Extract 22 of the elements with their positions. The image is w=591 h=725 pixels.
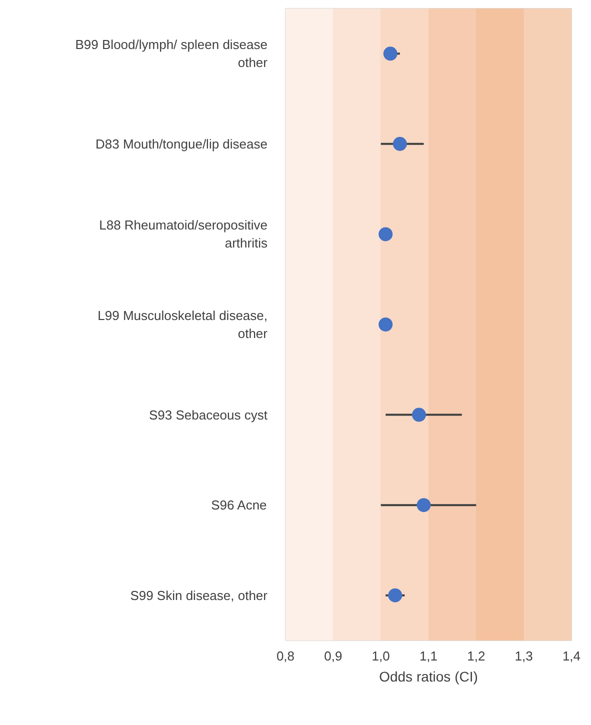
y-tick-label: B99 Blood/lymph/ spleen disease other bbox=[75, 37, 268, 70]
y-tick-label: S99 Skin disease, other bbox=[130, 588, 268, 603]
x-tick-label: 1,1 bbox=[419, 648, 438, 664]
x-tick-label: 1,3 bbox=[514, 648, 533, 664]
point bbox=[388, 588, 402, 602]
x-axis-title: Odds ratios (CI) bbox=[379, 668, 478, 684]
x-tick-label: 1,2 bbox=[467, 648, 486, 664]
point bbox=[392, 136, 407, 151]
y-tick-label: L88 Rheumatoid/seropositive arthritis bbox=[99, 218, 268, 251]
y-tick-label: S96 Acne bbox=[211, 498, 267, 513]
point bbox=[412, 408, 426, 422]
x-tick-label: 1,0 bbox=[372, 648, 390, 664]
point bbox=[416, 498, 431, 512]
point bbox=[378, 227, 393, 242]
y-tick-label: L99 Musculoskeletal disease, other bbox=[98, 308, 268, 341]
point bbox=[383, 46, 398, 61]
y-tick-label: D83 Mouth/tongue/lip disease bbox=[96, 136, 268, 152]
point bbox=[378, 318, 393, 332]
x-tick-label: 1,4 bbox=[562, 648, 581, 664]
x-tick-label: 0,8 bbox=[276, 648, 295, 664]
y-tick-label: S93 Sebaceous cyst bbox=[148, 407, 268, 422]
x-tick-label: 0,9 bbox=[324, 648, 342, 664]
